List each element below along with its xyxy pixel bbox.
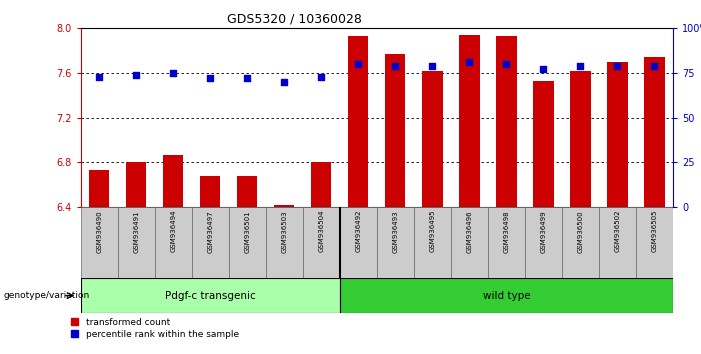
Point	[168, 70, 179, 76]
Point	[130, 72, 142, 78]
Text: genotype/variation: genotype/variation	[4, 291, 90, 300]
Point	[93, 74, 104, 79]
Text: GSM936500: GSM936500	[578, 210, 583, 252]
Bar	[126, 162, 147, 207]
Text: GSM936505: GSM936505	[651, 210, 658, 252]
Bar	[488, 207, 525, 278]
Bar	[191, 207, 229, 278]
Point	[538, 67, 549, 72]
Point	[242, 75, 253, 81]
Bar	[340, 207, 377, 278]
Bar	[303, 207, 340, 278]
Bar	[414, 207, 451, 278]
Bar	[200, 176, 220, 207]
Point	[390, 63, 401, 69]
Bar	[274, 205, 294, 207]
Text: GDS5320 / 10360028: GDS5320 / 10360028	[227, 12, 362, 25]
Bar	[81, 207, 118, 278]
Point	[205, 75, 216, 81]
Text: GSM936502: GSM936502	[615, 210, 620, 252]
Bar	[599, 207, 636, 278]
Point	[612, 63, 623, 69]
Text: Pdgf-c transgenic: Pdgf-c transgenic	[165, 291, 256, 301]
Point	[353, 61, 364, 67]
Bar	[525, 207, 562, 278]
Text: wild type: wild type	[482, 291, 530, 301]
Bar	[533, 81, 554, 207]
Bar	[118, 207, 155, 278]
Bar	[422, 71, 442, 207]
Text: GSM936493: GSM936493	[393, 210, 398, 252]
Text: GSM936498: GSM936498	[503, 210, 510, 252]
Bar	[570, 71, 590, 207]
Text: GSM936490: GSM936490	[96, 210, 102, 252]
Bar	[311, 162, 332, 207]
Point	[501, 61, 512, 67]
Point	[427, 63, 438, 69]
Text: GSM936504: GSM936504	[318, 210, 325, 252]
Bar	[155, 207, 191, 278]
Point	[464, 59, 475, 65]
Bar	[229, 207, 266, 278]
Bar	[607, 62, 627, 207]
Bar	[237, 176, 257, 207]
Bar	[644, 57, 665, 207]
Bar	[451, 207, 488, 278]
Point	[649, 63, 660, 69]
Text: GSM936501: GSM936501	[244, 210, 250, 252]
Text: GSM936503: GSM936503	[281, 210, 287, 252]
Text: GSM936494: GSM936494	[170, 210, 176, 252]
Bar	[348, 36, 369, 207]
Bar	[496, 36, 517, 207]
Bar	[562, 207, 599, 278]
Point	[315, 74, 327, 79]
Bar	[266, 207, 303, 278]
Text: GSM936497: GSM936497	[207, 210, 213, 252]
Text: GSM936492: GSM936492	[355, 210, 361, 252]
Bar	[636, 207, 673, 278]
Point	[278, 79, 290, 85]
Bar	[385, 54, 405, 207]
Bar	[81, 278, 340, 313]
Text: GSM936491: GSM936491	[133, 210, 139, 252]
Point	[575, 63, 586, 69]
Legend: transformed count, percentile rank within the sample: transformed count, percentile rank withi…	[71, 318, 238, 338]
Bar	[459, 35, 479, 207]
Text: GSM936499: GSM936499	[540, 210, 546, 252]
Bar	[340, 278, 673, 313]
Text: GSM936496: GSM936496	[466, 210, 472, 252]
Bar	[377, 207, 414, 278]
Bar	[163, 155, 184, 207]
Bar	[89, 170, 109, 207]
Text: GSM936495: GSM936495	[429, 210, 435, 252]
